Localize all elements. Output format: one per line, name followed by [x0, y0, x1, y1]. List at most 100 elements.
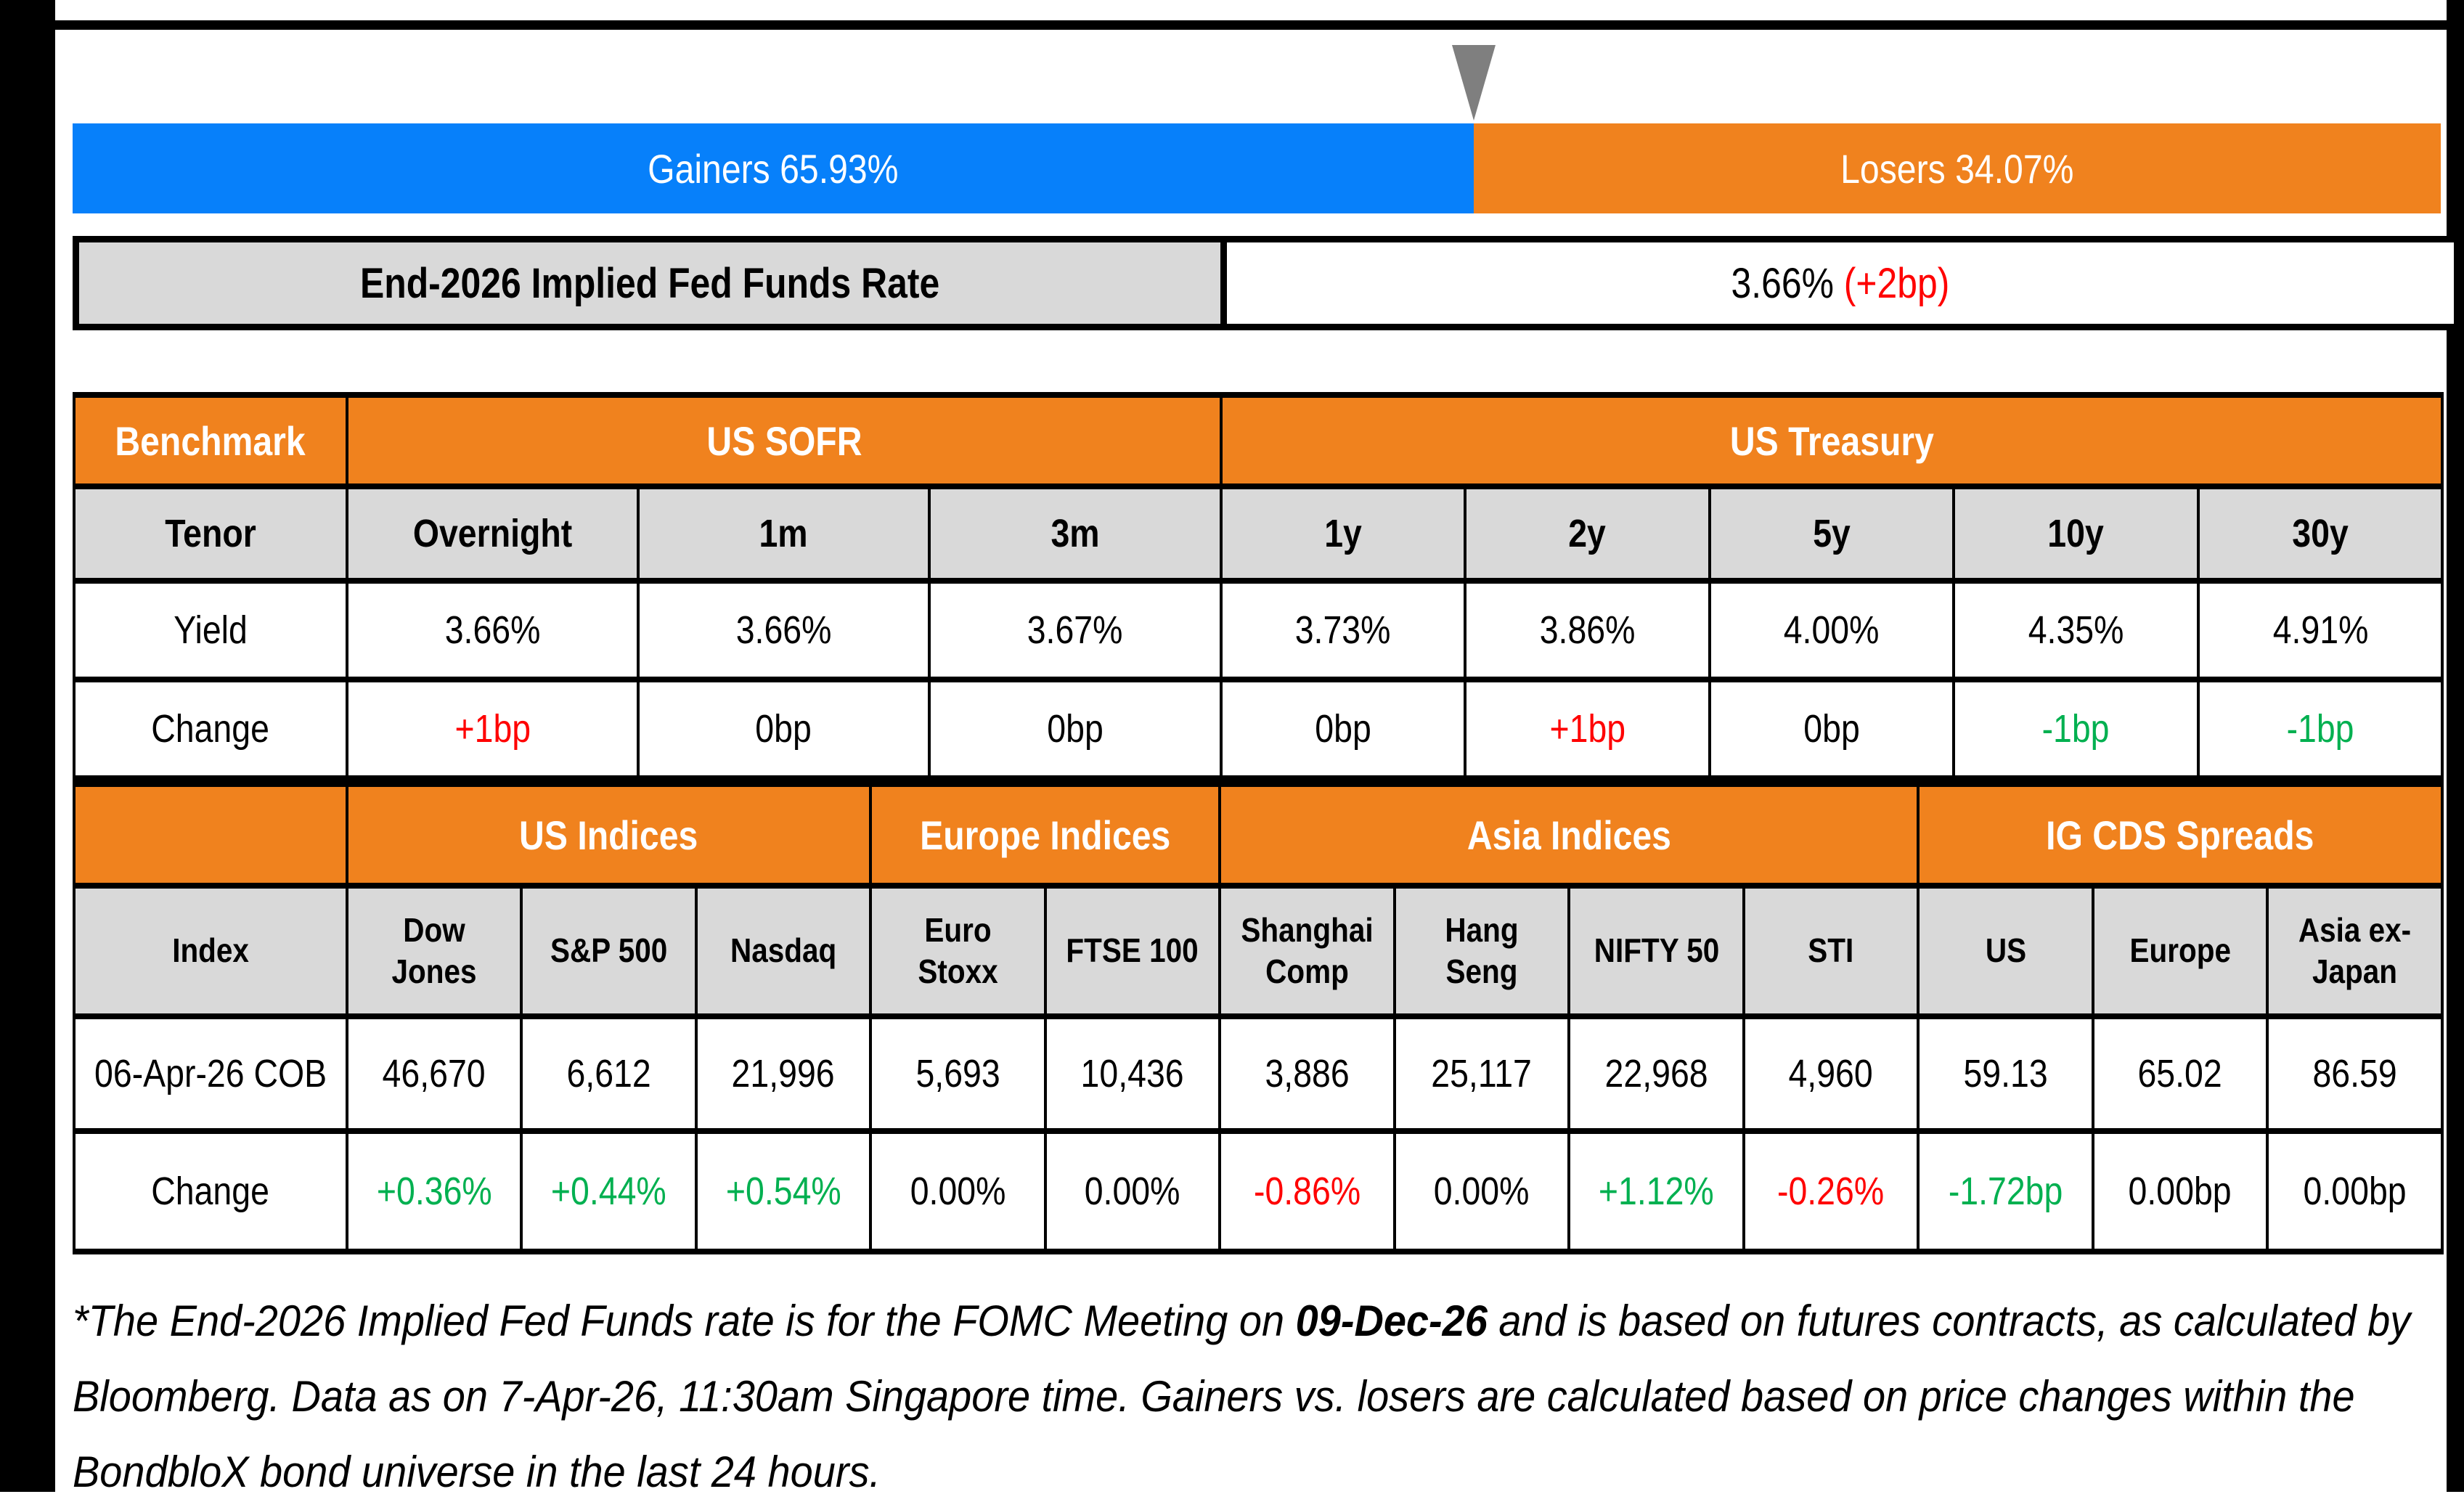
tenor-30y: 30y [2292, 512, 2349, 555]
index-change-value: 0.00% [1434, 1170, 1530, 1213]
index-change-cell: +1.12% [1567, 1128, 1746, 1254]
index-change-value: -1.72bp [1948, 1170, 2063, 1213]
index-value-cell: 5,693 [869, 1013, 1048, 1134]
tenor-cell: 1m [637, 483, 931, 584]
split-marker-triangle-icon [1452, 45, 1496, 121]
yield-cell: 3.66% [637, 578, 931, 682]
index-change-value: +0.44% [551, 1170, 666, 1213]
index-name-cell: Dow Jones [346, 883, 523, 1019]
index-change-label-cell: Change [73, 1128, 348, 1254]
benchmark-change-row: Change +1bp 0bp 0bp 0bp +1bp 0bp -1bp -1… [73, 677, 2444, 781]
fed-funds-row: End-2026 Implied Fed Funds Rate 3.66% (+… [73, 236, 2460, 330]
fed-funds-change: (+2bp) [1843, 259, 1950, 307]
tenor-row-label: Tenor [165, 512, 256, 555]
benchmark-group-header-row: Benchmark US SOFR US Treasury [73, 392, 2444, 489]
index-name-cell: STI [1742, 883, 1920, 1019]
europe-indices-header-cell: Europe Indices [869, 781, 1222, 889]
top-border-line [55, 20, 2447, 30]
index-ftse-100: FTSE 100 [1066, 931, 1199, 970]
index-change-value: -0.86% [1253, 1170, 1361, 1213]
value-row-label: 06-Apr-26 COB [94, 1052, 327, 1095]
tenor-row: Tenor Overnight 1m 3m 1y 2y 5y 10y 30y [73, 483, 2444, 584]
cds-asia-ex-japan: Asia ex-Japan [2298, 910, 2412, 991]
tenor-cell: 5y [1708, 483, 1956, 584]
yield-cell: 4.91% [2197, 578, 2444, 682]
yield-value: 4.00% [1784, 608, 1880, 652]
index-change-cell: +0.44% [520, 1128, 698, 1254]
fed-funds-value: 3.66% [1731, 259, 1834, 307]
yield-value: 3.86% [1539, 608, 1636, 652]
benchmark-change-label-cell: Change [73, 677, 348, 781]
tenor-overnight: Overnight [412, 512, 573, 555]
yield-row: Yield 3.66% 3.66% 3.67% 3.73% 3.86% 4.00… [73, 578, 2444, 682]
index-nasdaq: Nasdaq [730, 931, 837, 970]
index-change-cell: 0.00% [869, 1128, 1048, 1254]
change-cell: +1bp [1464, 677, 1712, 781]
index-change-cell: 0.00bp [2266, 1128, 2444, 1254]
tables-wrapper: Benchmark US SOFR US Treasury Tenor Over… [73, 392, 2444, 1254]
footnote: *The End-2026 Implied Fed Funds rate is … [73, 1284, 2441, 1510]
us-sofr-header-cell: US SOFR [345, 392, 1223, 489]
index-name-cell: Shanghai Comp [1218, 883, 1397, 1019]
fed-funds-table-row: End-2026 Implied Fed Funds Rate 3.66% (+… [73, 236, 2460, 330]
index-value: 3,886 [1265, 1052, 1350, 1095]
yield-cell: 3.73% [1220, 578, 1467, 682]
index-change-value: 0.00bp [2303, 1170, 2407, 1213]
fed-funds-value-wrap: 3.66% (+2bp) [1731, 259, 1950, 308]
index-value-cell: 86.59 [2266, 1013, 2444, 1134]
change-value: -1bp [2042, 707, 2110, 751]
yield-value: 3.66% [735, 608, 832, 652]
indices-group-header-row: US Indices Europe Indices Asia Indices I… [73, 781, 2444, 889]
index-value: 5,693 [915, 1052, 1000, 1095]
yield-value: 3.73% [1295, 608, 1391, 652]
index-row-label-cell: Index [73, 883, 348, 1019]
change-cell: -1bp [2197, 677, 2444, 781]
change-value: +1bp [454, 707, 531, 751]
asia-indices-header-label: Asia Indices [1466, 812, 1671, 858]
index-change-value: 0.00bp [2128, 1170, 2232, 1213]
index-change-value: +1.12% [1599, 1170, 1714, 1213]
yield-cell: 3.67% [927, 578, 1223, 682]
fed-funds-value-cell: 3.66% (+2bp) [1220, 236, 2460, 330]
index-row-label: Index [172, 931, 249, 970]
change-value: 0bp [1047, 707, 1104, 751]
tenor-5y: 5y [1813, 512, 1851, 555]
index-value-cell: 21,996 [694, 1013, 873, 1134]
yield-value: 4.91% [2272, 608, 2368, 652]
footnote-part2: and is based on futures contracts, as ca… [73, 1297, 2411, 1496]
index-value: 10,436 [1080, 1052, 1185, 1095]
cds-europe: Europe [2129, 931, 2231, 970]
index-value: 59.13 [1963, 1052, 2048, 1095]
index-value-row: 06-Apr-26 COB 46,670 6,612 21,996 5,693 … [73, 1013, 2444, 1134]
tenor-cell: 1y [1220, 483, 1467, 584]
index-value: 22,968 [1604, 1052, 1708, 1095]
index-value: 6,612 [566, 1052, 651, 1095]
index-value: 21,996 [731, 1052, 836, 1095]
index-change-value: 0.00% [910, 1170, 1006, 1213]
fed-funds-label: End-2026 Implied Fed Funds Rate [359, 259, 940, 307]
us-sofr-header-label: US SOFR [706, 417, 862, 464]
index-change-cell: -0.86% [1218, 1128, 1397, 1254]
tenor-3m: 3m [1051, 512, 1100, 555]
tenor-cell: Overnight [346, 483, 640, 584]
change-value: +1bp [1549, 707, 1625, 751]
yield-cell: 4.35% [1952, 578, 2200, 682]
index-name-cell: Nasdaq [694, 883, 873, 1019]
benchmark-change-label: Change [151, 707, 270, 751]
us-indices-header-cell: US Indices [345, 781, 873, 889]
index-change-cell: -0.26% [1742, 1128, 1920, 1254]
yield-row-label: Yield [174, 608, 248, 652]
left-border-band [0, 0, 55, 1492]
index-euro-stoxx: Euro Stoxx [918, 910, 998, 991]
index-change-value: 0.00% [1085, 1170, 1180, 1213]
change-value: 0bp [1803, 707, 1860, 751]
index-change-row: Change +0.36% +0.44% +0.54% 0.00% 0.00% … [73, 1128, 2444, 1254]
index-dow-jones: Dow Jones [391, 910, 477, 991]
index-value: 25,117 [1431, 1052, 1533, 1095]
yield-value: 3.67% [1027, 608, 1123, 652]
index-change-value: +0.54% [725, 1170, 841, 1213]
index-value-cell: 25,117 [1393, 1013, 1571, 1134]
index-sti: STI [1808, 931, 1854, 970]
indices-header-empty-cell [73, 781, 348, 889]
